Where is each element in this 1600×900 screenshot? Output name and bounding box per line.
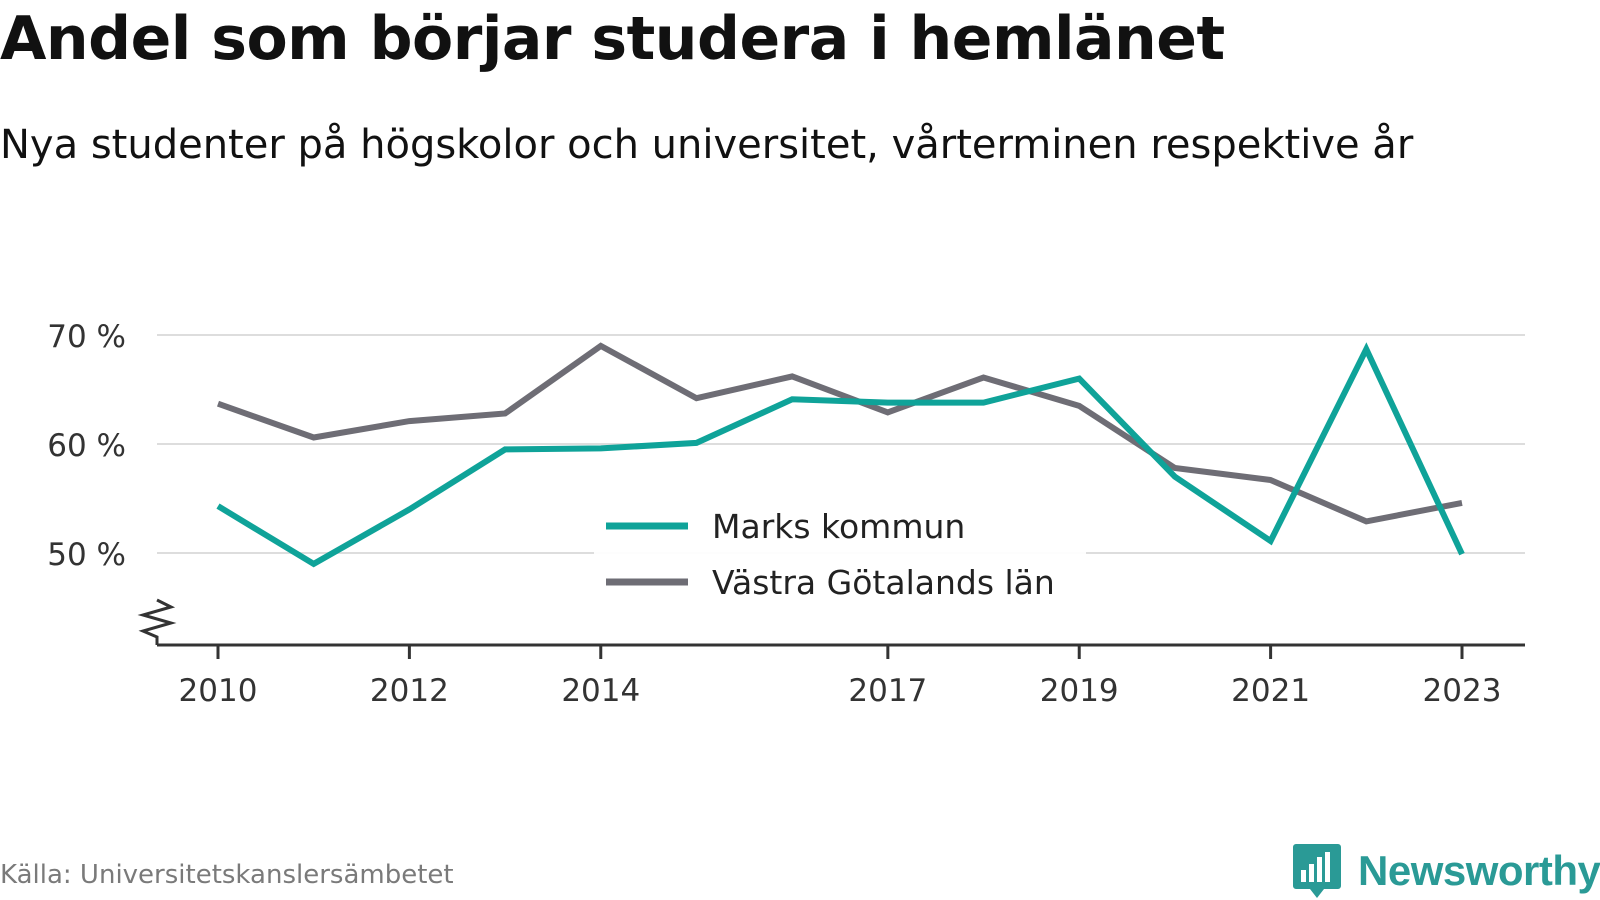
source-note: Källa: Universitetskanslersämbetet [0, 860, 454, 890]
axis-break-icon [137, 598, 177, 645]
data-point [1459, 500, 1465, 506]
axes: 50 % 60 % 70 % 2010 2012 2014 2017 2019 2021 2023 [47, 319, 1525, 709]
data-point [215, 503, 221, 509]
x-tick-label: 2019 [1040, 673, 1119, 709]
data-point [1076, 403, 1082, 409]
y-tick-label: 60 % [47, 428, 126, 464]
data-point [885, 400, 891, 406]
x-tick-label: 2012 [370, 673, 449, 709]
data-point [1172, 474, 1178, 480]
data-point [215, 401, 221, 407]
x-tick-label: 2017 [848, 673, 927, 709]
data-point [789, 373, 795, 379]
data-point [981, 400, 987, 406]
data-point [1363, 346, 1369, 352]
data-point [694, 395, 700, 401]
data-point [981, 375, 987, 381]
data-point [1459, 551, 1465, 557]
data-point [406, 418, 412, 424]
legend-label: Marks kommun [712, 507, 965, 546]
data-point [1363, 518, 1369, 524]
x-tick-label: 2010 [179, 673, 258, 709]
data-point [598, 445, 604, 451]
data-point [1172, 465, 1178, 471]
data-point [1268, 477, 1274, 483]
data-point [1076, 376, 1082, 382]
x-tick-label: 2023 [1423, 673, 1502, 709]
data-point [789, 396, 795, 402]
data-point [885, 409, 891, 415]
data-point [694, 440, 700, 446]
legend-label: Västra Götalands län [712, 563, 1055, 602]
data-point [1268, 538, 1274, 544]
data-point [311, 435, 317, 441]
brand-logo-link[interactable]: Newsworthy [1292, 842, 1600, 900]
legend: Marks kommun Västra Götalands län [594, 498, 1086, 602]
series-lines [215, 342, 1465, 568]
x-tick-label: 2021 [1231, 673, 1310, 709]
chart-subtitle: Nya studenter på högskolor och universit… [0, 122, 1414, 168]
series-line-vastra-gotalands-lan [217, 342, 1463, 525]
y-tick-label: 50 % [47, 537, 126, 573]
chart-title: Andel som börjar studera i hemlänet [0, 4, 1225, 74]
data-point [502, 411, 508, 417]
data-point [598, 343, 604, 349]
newsworthy-logo-icon [1293, 844, 1341, 898]
data-point [406, 506, 412, 512]
data-point [311, 561, 317, 567]
series-line-marks-kommun [216, 342, 1465, 568]
x-tick-label: 2014 [561, 673, 640, 709]
y-tick-label: 70 % [47, 319, 126, 355]
brand-name: Newsworthy [1358, 847, 1600, 894]
data-point [502, 446, 508, 452]
